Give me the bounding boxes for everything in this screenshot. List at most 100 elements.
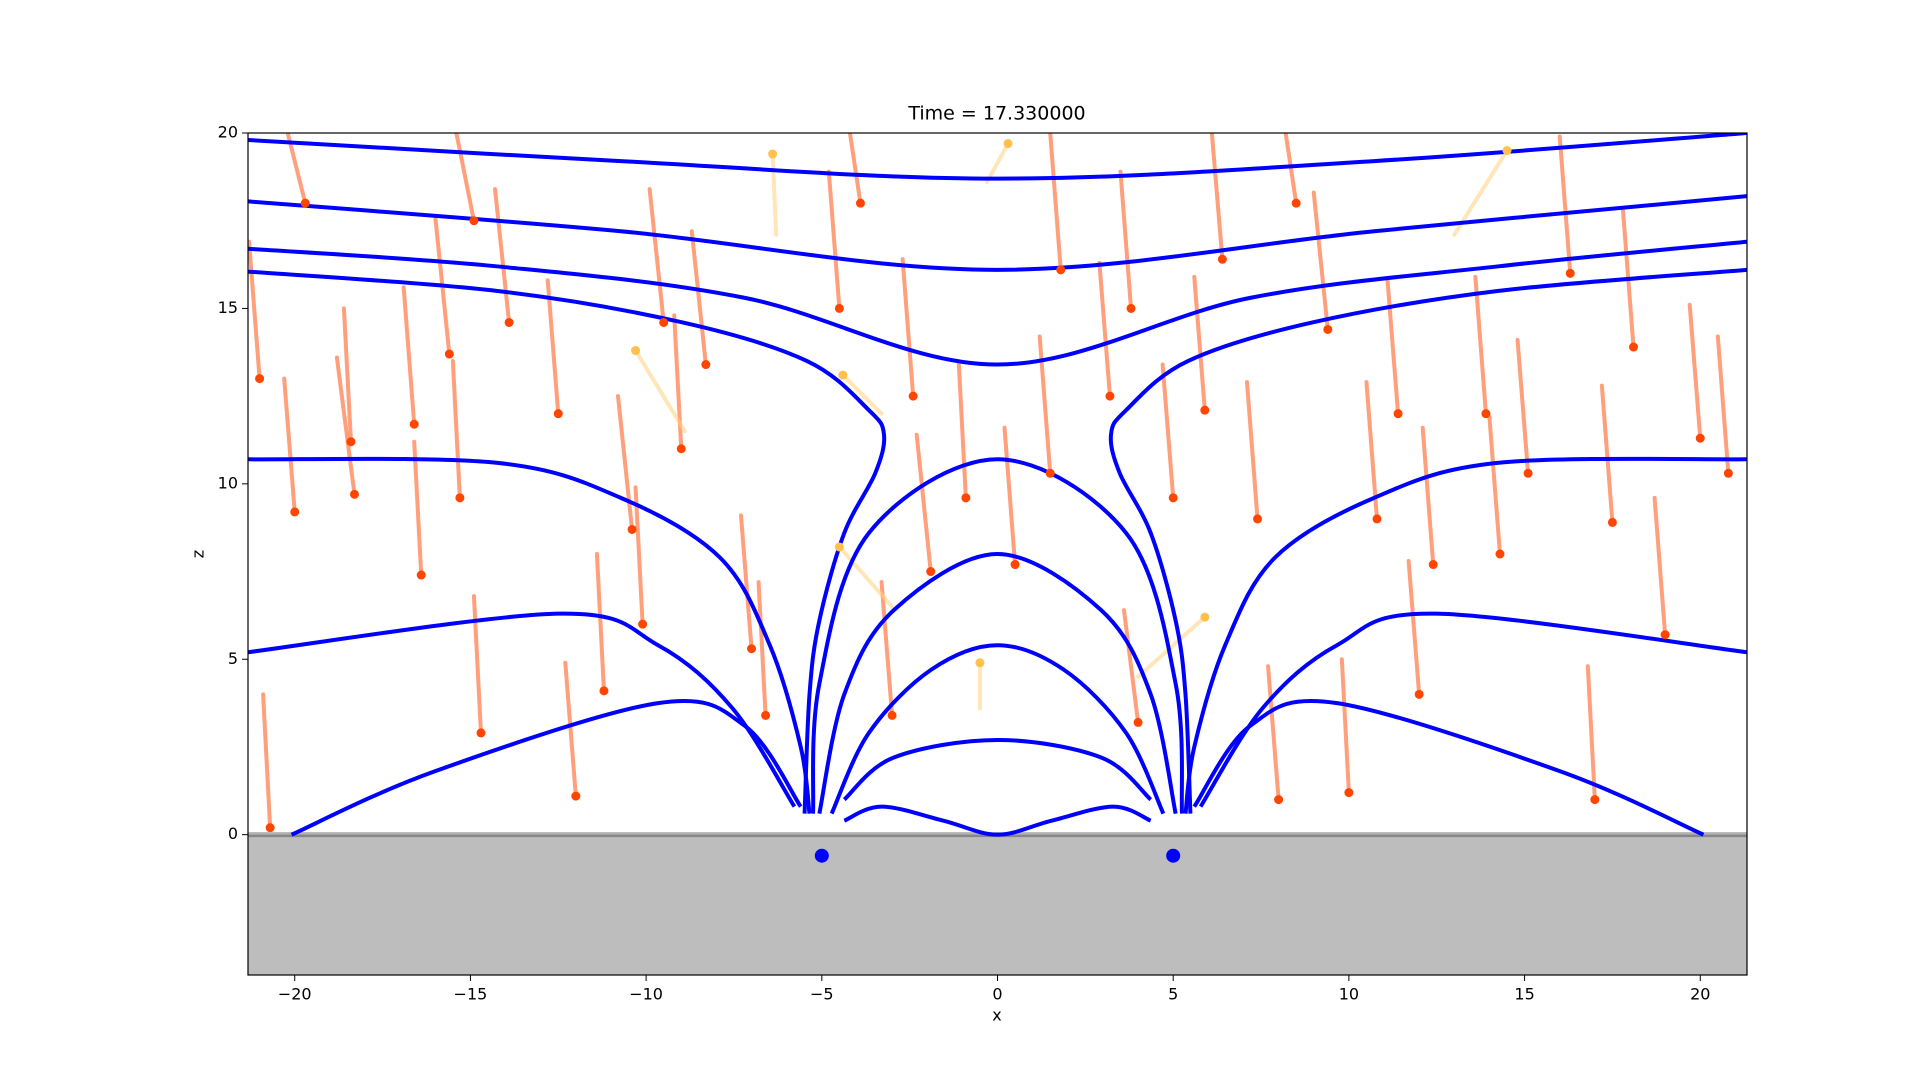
- particle: [761, 710, 771, 720]
- particle-trail: [545, 278, 561, 416]
- particle-trail: [1209, 133, 1225, 262]
- particle-trail: [1192, 274, 1207, 413]
- particle-trail: [1339, 657, 1351, 795]
- particle-trail: [401, 285, 417, 427]
- particle-trail: [1487, 415, 1502, 556]
- x-tick-label: 5: [1168, 985, 1178, 1004]
- magnetic-source: [1166, 848, 1181, 863]
- particle-trail: [341, 306, 353, 444]
- particle: [1502, 146, 1512, 156]
- particle: [1590, 795, 1600, 805]
- particle: [747, 644, 757, 654]
- particle-trail: [594, 552, 606, 693]
- particle: [887, 710, 897, 720]
- particle: [416, 570, 426, 580]
- particle-trail: [738, 513, 754, 651]
- particle: [768, 149, 778, 159]
- particle: [346, 437, 356, 447]
- particle-trail: [1687, 302, 1703, 441]
- particle: [638, 619, 648, 629]
- field-line: [1108, 267, 1747, 814]
- particle-trail: [647, 187, 666, 325]
- particle-trail: [1136, 615, 1207, 679]
- particle: [1495, 549, 1505, 559]
- x-tick-label: −15: [454, 985, 488, 1004]
- particle: [409, 419, 419, 429]
- particle: [455, 493, 465, 503]
- particle-trail: [1097, 260, 1112, 399]
- field-line: [842, 737, 1153, 802]
- particle: [1323, 324, 1333, 334]
- particle-trail: [563, 660, 578, 799]
- particle: [255, 374, 265, 384]
- particle-trail: [756, 580, 768, 718]
- particle-trail: [616, 394, 635, 532]
- y-tick-label: 10: [218, 473, 238, 492]
- particle: [1274, 795, 1284, 805]
- particle-trail: [984, 141, 1011, 185]
- particle-trail: [334, 355, 357, 497]
- particle: [1003, 139, 1013, 149]
- particle-trail: [837, 544, 895, 609]
- particle: [975, 658, 985, 668]
- particle-trail: [826, 169, 842, 311]
- particle-trail: [840, 373, 884, 416]
- particle-trail: [285, 133, 308, 206]
- field-line: [811, 457, 1184, 814]
- x-tick-label: −20: [278, 985, 312, 1004]
- particle-trail: [1599, 383, 1615, 525]
- particle-trail: [956, 362, 968, 500]
- particle-trail: [261, 692, 273, 830]
- magnetic-source: [814, 848, 829, 863]
- particle: [627, 524, 637, 534]
- x-tick-label: 0: [992, 985, 1002, 1004]
- ground: [248, 834, 1747, 975]
- particle: [1133, 717, 1143, 727]
- particle: [1565, 268, 1575, 278]
- particle: [701, 360, 711, 370]
- particle-trail: [1652, 495, 1668, 637]
- particle: [553, 409, 563, 419]
- particle-trail: [454, 133, 476, 223]
- particle-trail: [1406, 559, 1422, 697]
- particle: [908, 391, 918, 401]
- particle-trail: [1048, 133, 1063, 272]
- field-line: [248, 194, 1747, 272]
- field-line: [829, 643, 1166, 815]
- particle: [444, 349, 454, 359]
- particle: [1168, 493, 1178, 503]
- particle: [1217, 254, 1227, 264]
- particle: [1660, 630, 1670, 640]
- particle-trail: [689, 229, 708, 367]
- particle-trail: [879, 580, 895, 718]
- x-tick-label: −5: [810, 985, 834, 1004]
- x-tick-label: 20: [1690, 985, 1710, 1004]
- particle: [838, 370, 848, 380]
- particle-trail: [1420, 425, 1436, 567]
- field-line: [817, 551, 1178, 815]
- particle-trail: [633, 485, 645, 627]
- particle-trail: [248, 239, 262, 381]
- particle: [290, 507, 300, 517]
- particle: [1695, 433, 1705, 443]
- particle: [599, 686, 609, 696]
- field-line: [248, 269, 887, 814]
- field-line: [290, 698, 803, 837]
- plot-area: [248, 133, 1747, 975]
- particle: [1200, 612, 1210, 622]
- particle: [1629, 342, 1639, 352]
- particle: [469, 216, 479, 226]
- y-tick-label: 5: [228, 649, 238, 668]
- particle: [659, 317, 669, 327]
- chart-title: Time = 17.330000: [907, 103, 1085, 125]
- particle: [1372, 514, 1382, 524]
- particle: [1200, 405, 1210, 415]
- particle: [571, 791, 581, 801]
- particle: [631, 346, 641, 356]
- x-axis-label: x: [992, 1006, 1001, 1025]
- particle-trail: [1002, 425, 1018, 567]
- y-tick-label: 15: [218, 298, 238, 317]
- particle-trail: [493, 187, 512, 325]
- particle-trail: [1585, 664, 1597, 802]
- particle: [676, 444, 686, 454]
